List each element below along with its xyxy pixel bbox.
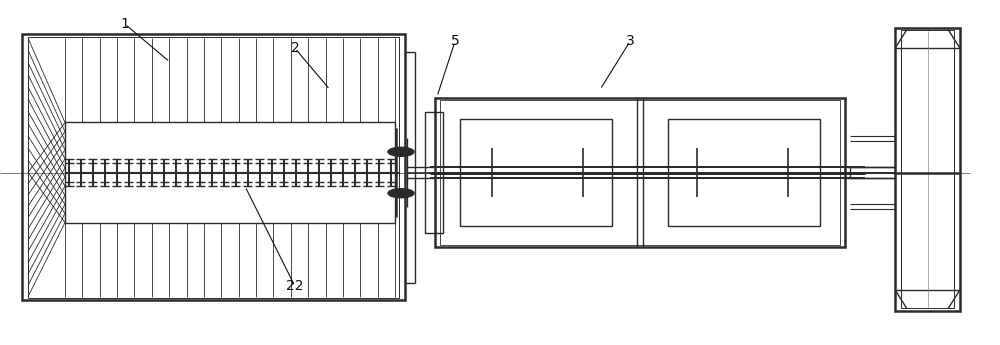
Text: 2: 2 xyxy=(291,41,299,55)
Bar xyxy=(901,30,954,308)
Bar xyxy=(22,34,405,300)
Bar xyxy=(440,100,840,245)
Circle shape xyxy=(388,147,414,156)
Text: 3: 3 xyxy=(626,34,634,48)
Text: 5: 5 xyxy=(451,34,459,48)
Bar xyxy=(425,112,443,233)
Bar xyxy=(65,122,395,223)
Text: 1: 1 xyxy=(121,17,129,31)
Bar xyxy=(668,119,820,226)
Bar xyxy=(895,28,960,311)
Bar xyxy=(435,98,845,247)
Circle shape xyxy=(388,189,414,198)
Bar xyxy=(28,37,399,298)
Bar xyxy=(460,119,612,226)
Text: 22: 22 xyxy=(286,279,304,293)
